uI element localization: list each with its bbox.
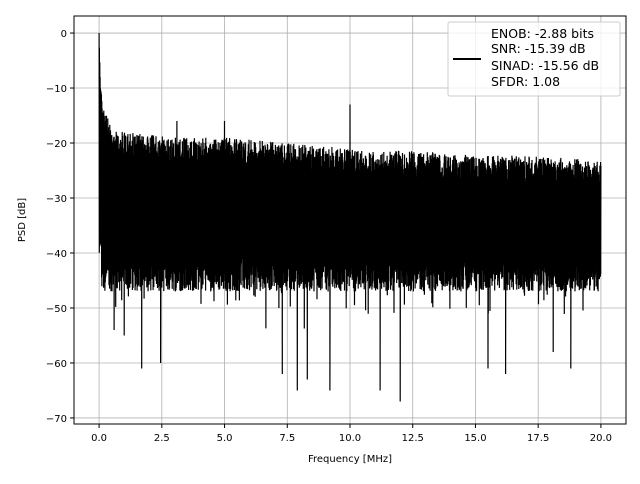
x-axis-ticks: 0.0 2.5 5.0 7.5 10.0 12.5 15.0 17.5 20.0 (91, 424, 612, 444)
x-tick-label: 5.0 (217, 433, 233, 444)
psd-series-line (98, 32, 602, 402)
legend-snr: SNR: -15.39 dB (491, 41, 586, 56)
legend: ENOB: -2.88 bits SNR: -15.39 dB SINAD: -… (447, 21, 621, 97)
x-tick-label: 10.0 (339, 433, 361, 444)
plot-area (98, 32, 602, 402)
x-tick-label: 15.0 (464, 433, 486, 444)
legend-box (447, 21, 621, 97)
y-tick-label: −10 (46, 84, 67, 95)
y-tick-label: −60 (46, 359, 67, 370)
y-axis-label: PSD [dB] (17, 198, 28, 242)
y-tick-label: −40 (46, 249, 67, 260)
y-tick-label: 0 (61, 29, 67, 40)
y-tick-label: −20 (46, 139, 67, 150)
y-tick-label: −50 (46, 304, 67, 315)
y-tick-label: −30 (46, 194, 67, 205)
x-tick-label: 0.0 (91, 433, 107, 444)
x-tick-label: 20.0 (590, 433, 612, 444)
x-tick-label: 7.5 (279, 433, 295, 444)
x-tick-label: 17.5 (527, 433, 549, 444)
x-tick-label: 2.5 (154, 433, 170, 444)
x-axis-label: Frequency [MHz] (308, 454, 392, 465)
x-tick-label: 12.5 (402, 433, 424, 444)
legend-sinad: SINAD: -15.56 dB (491, 58, 599, 73)
legend-enob: ENOB: -2.88 bits (491, 26, 594, 41)
y-axis-ticks: 0 −10 −20 −30 −40 −50 −60 −70 (46, 29, 74, 425)
legend-sfdr: SFDR: 1.08 (491, 74, 560, 89)
y-tick-label: −70 (46, 414, 67, 425)
